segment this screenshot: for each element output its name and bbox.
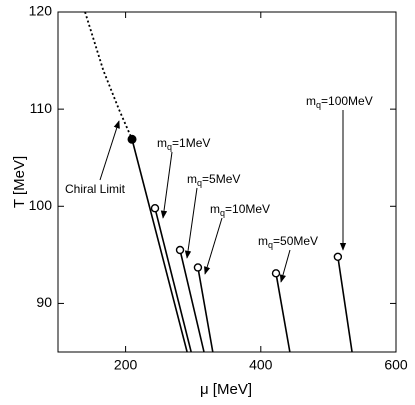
annotation-sub: q [220, 208, 225, 218]
annotation: mq=5MeV [187, 172, 240, 188]
curve [154, 208, 192, 352]
curve [179, 249, 205, 352]
annotation: Chiral Limit [65, 182, 126, 196]
plot-frame [57, 11, 397, 353]
annotation-sub: q [316, 100, 321, 110]
curve [275, 273, 291, 352]
curve [337, 256, 353, 352]
annotation: mq=50MeV [258, 234, 318, 250]
critical-point [150, 204, 160, 213]
critical-point [333, 252, 343, 261]
annotation-part: m [258, 234, 268, 248]
annotation-part: m [306, 94, 316, 108]
critical-point [127, 134, 137, 144]
annotation-part: m [157, 136, 167, 150]
y-tick-label: 100 [29, 197, 53, 213]
y-axis-label: T [MeV] [11, 156, 28, 208]
critical-point [271, 269, 281, 278]
y-tick-label: 90 [36, 294, 52, 310]
curve [131, 139, 188, 352]
annotation-part: =10MeV [225, 202, 270, 216]
curve [197, 267, 214, 352]
arrow [204, 217, 223, 275]
x-tick-label: 200 [114, 357, 138, 373]
annotation-sub: q [197, 178, 202, 188]
annotation: mq=1MeV [157, 136, 210, 152]
annotation-sub: q [167, 142, 172, 152]
y-tick-label: 120 [29, 3, 53, 19]
arrow [279, 249, 291, 283]
x-tick-label: 400 [249, 357, 273, 373]
annotation: mq=100MeV [306, 94, 373, 110]
arrow [160, 151, 173, 219]
x-tick-label: 600 [384, 357, 408, 373]
y-tick-label: 110 [30, 100, 53, 116]
arrow [99, 120, 120, 181]
x-axis-label: μ [MeV] [200, 381, 252, 398]
critical-point [175, 245, 185, 255]
annotation-part: =5MeV [202, 172, 240, 186]
annotation-sub: q [268, 240, 273, 250]
annotation-part: m [210, 202, 220, 216]
annotation: mq=10MeV [210, 202, 270, 218]
annotation-part: =1MeV [172, 136, 210, 150]
annotation-part: =50MeV [273, 234, 318, 248]
curve [84, 12, 133, 140]
arrow [184, 187, 198, 259]
annotation-part: m [187, 172, 197, 186]
critical-point [193, 263, 203, 272]
annotation-part: =100MeV [321, 94, 373, 108]
